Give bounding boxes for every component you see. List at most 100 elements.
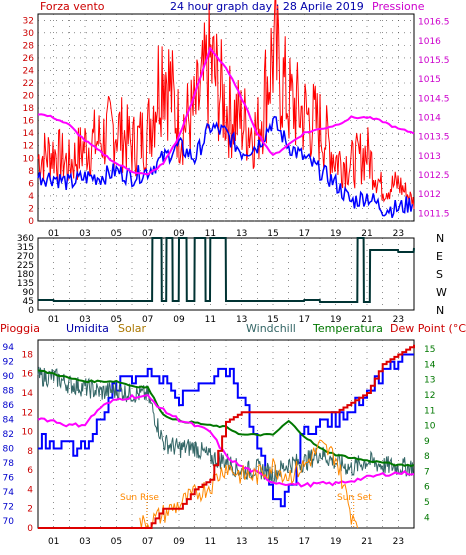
hour-tick-label: 13 bbox=[236, 537, 247, 547]
wind-tick-label: 24 bbox=[23, 66, 35, 76]
humidity-line bbox=[38, 353, 414, 508]
hour-tick-label: 11 bbox=[205, 537, 216, 547]
hour-tick-label: 15 bbox=[267, 537, 278, 547]
hour-tick-label: 05 bbox=[111, 537, 122, 547]
pressure-tick-label: 1014 bbox=[418, 114, 441, 124]
hour-tick-label: 07 bbox=[142, 315, 153, 325]
humidity-tick-label: 70 bbox=[3, 517, 15, 527]
hour-tick-label: 21 bbox=[361, 315, 372, 325]
pressure-tick-label: 1012 bbox=[418, 190, 441, 200]
hour-tick-label: 17 bbox=[299, 537, 310, 547]
pressure-tick-label: 1012.5 bbox=[418, 171, 450, 181]
wind-tick-label: 30 bbox=[23, 29, 35, 39]
wind-tick-label: 12 bbox=[23, 142, 34, 152]
pressure-tick-label: 1015.5 bbox=[418, 56, 450, 66]
wind-tick-label: 2 bbox=[28, 204, 34, 214]
hour-tick-label: 19 bbox=[330, 537, 342, 547]
hour-tick-label: 19 bbox=[330, 315, 342, 325]
hour-tick-label: 17 bbox=[299, 315, 310, 325]
hour-tick-label: 13 bbox=[236, 229, 247, 239]
hour-tick-label: 23 bbox=[393, 229, 404, 239]
compass-tick-label: E bbox=[436, 250, 443, 263]
hour-tick-label: 17 bbox=[299, 229, 310, 239]
hour-tick-label: 03 bbox=[79, 537, 90, 547]
rain-tick-label: 4 bbox=[27, 485, 33, 495]
humidity-tick-label: 82 bbox=[3, 430, 14, 440]
hour-tick-label: 01 bbox=[48, 315, 59, 325]
dewpoint-label: Dew Point (°C) bbox=[390, 322, 466, 335]
humidity-tick-label: 74 bbox=[3, 488, 15, 498]
rain-tick-label: 12 bbox=[22, 408, 33, 418]
dewpoint-line bbox=[37, 393, 415, 489]
pressure-tick-label: 1016 bbox=[418, 37, 441, 47]
hour-tick-label: 19 bbox=[330, 229, 342, 239]
pressure-tick-label: 1015 bbox=[418, 75, 441, 85]
wind-tick-label: 14 bbox=[23, 129, 35, 139]
pressure-tick-label: 1013 bbox=[418, 152, 441, 162]
wind-tick-label: 8 bbox=[28, 167, 34, 177]
wind-tick-label: 26 bbox=[23, 54, 35, 64]
humidity-tick-label: 72 bbox=[3, 502, 14, 512]
rain-tick-label: 0 bbox=[27, 524, 33, 534]
hour-tick-label: 05 bbox=[111, 315, 122, 325]
wind-tick-label: 20 bbox=[23, 92, 35, 102]
hour-tick-label: 11 bbox=[205, 315, 216, 325]
humidity-tick-label: 84 bbox=[3, 416, 15, 426]
rain-tick-label: 18 bbox=[22, 350, 34, 360]
hour-tick-label: 23 bbox=[393, 537, 404, 547]
pressure-tick-label: 1011.5 bbox=[418, 209, 450, 219]
hour-tick-label: 01 bbox=[48, 537, 59, 547]
temperature-tick-label: 12 bbox=[424, 391, 435, 401]
hour-tick-label: 21 bbox=[361, 537, 372, 547]
wind-direction-line bbox=[38, 237, 415, 303]
average-wind-line bbox=[37, 115, 414, 219]
wind-tick-label: 22 bbox=[23, 79, 34, 89]
temperature-label: Temperatura bbox=[312, 322, 383, 335]
hour-tick-label: 05 bbox=[111, 229, 122, 239]
hour-tick-label: 13 bbox=[236, 315, 247, 325]
humidity-tick-label: 94 bbox=[3, 343, 15, 353]
windchill-line bbox=[37, 366, 414, 484]
hour-tick-label: 03 bbox=[79, 229, 90, 239]
pressure-tick-label: 1014.5 bbox=[418, 94, 450, 104]
pressure-tick-label: 1016.5 bbox=[418, 18, 450, 28]
direction-tick-label: 180 bbox=[17, 270, 34, 280]
humidity-tick-label: 92 bbox=[3, 358, 14, 368]
humidity-tick-label: 76 bbox=[3, 473, 15, 483]
temperature-tick-label: 4 bbox=[424, 513, 430, 523]
series-layer bbox=[37, 0, 415, 530]
hour-tick-label: 03 bbox=[79, 315, 90, 325]
hour-tick-label: 11 bbox=[205, 229, 216, 239]
wind-tick-label: 4 bbox=[28, 192, 34, 202]
wind-gust-line bbox=[37, 0, 415, 209]
humidity-tick-label: 88 bbox=[3, 387, 15, 397]
temperature-tick-label: 9 bbox=[424, 437, 430, 447]
direction-tick-label: 135 bbox=[17, 279, 34, 289]
temperature-tick-label: 15 bbox=[424, 345, 435, 355]
wind-tick-label: 32 bbox=[23, 16, 34, 26]
hour-tick-label: 21 bbox=[361, 229, 372, 239]
compass-tick-label: W bbox=[436, 286, 447, 299]
direction-tick-label: 90 bbox=[23, 288, 35, 298]
pressure-label: Pressione bbox=[372, 0, 425, 13]
temperature-tick-label: 10 bbox=[424, 422, 436, 432]
hour-tick-label: 07 bbox=[142, 537, 153, 547]
compass-tick-label: S bbox=[436, 268, 443, 281]
rain-tick-label: 8 bbox=[27, 447, 33, 457]
direction-tick-label: 315 bbox=[17, 243, 34, 253]
rain-line bbox=[38, 344, 415, 529]
sunrise-label: Sun Rise bbox=[120, 493, 159, 503]
humidity-tick-label: 86 bbox=[3, 401, 15, 411]
rain-tick-label: 16 bbox=[22, 370, 34, 380]
hour-tick-label: 09 bbox=[173, 315, 185, 325]
rain-label: Pioggia bbox=[0, 322, 40, 335]
temperature-tick-label: 5 bbox=[424, 498, 430, 508]
direction-tick-label: 360 bbox=[17, 234, 34, 244]
wind-tick-label: 10 bbox=[23, 154, 35, 164]
humidity-tick-label: 80 bbox=[3, 444, 15, 454]
temperature-tick-label: 7 bbox=[424, 467, 430, 477]
direction-tick-label: 45 bbox=[23, 297, 34, 307]
direction-tick-label: 270 bbox=[17, 252, 34, 262]
humidity-tick-label: 78 bbox=[3, 459, 15, 469]
